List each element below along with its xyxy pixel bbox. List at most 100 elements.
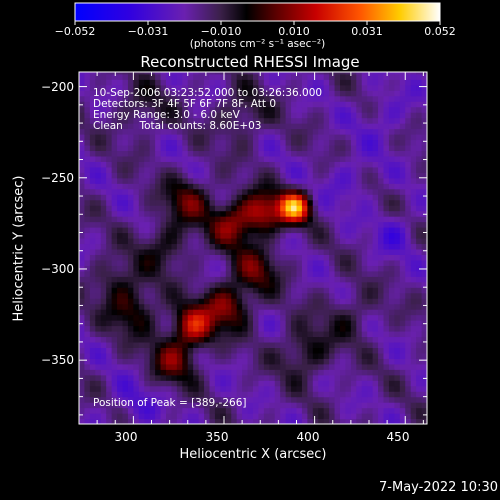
heatmap-cell: [388, 314, 395, 321]
heatmap-cell: [274, 123, 281, 130]
heatmap-cell: [214, 237, 221, 245]
heatmap-cell: [421, 407, 427, 414]
heatmap-cell: [372, 177, 379, 184]
heatmap-cell: [291, 303, 298, 310]
heatmap-cell: [318, 79, 325, 86]
heatmap-cell: [127, 155, 134, 162]
heatmap-cell: [144, 194, 151, 201]
heatmap-cell: [263, 243, 270, 250]
heatmap-cell: [204, 210, 211, 217]
heatmap-cell: [79, 112, 86, 119]
heatmap-cell: [329, 352, 336, 359]
heatmap-cell: [122, 287, 129, 294]
x-axis-title: Heliocentric X (arcsec): [179, 447, 327, 462]
heatmap-cell: [236, 385, 243, 392]
heatmap-cell: [242, 183, 249, 190]
heatmap-cell: [84, 172, 91, 179]
heatmap-cell: [356, 95, 363, 102]
heatmap-cell: [117, 341, 124, 348]
heatmap-cell: [89, 402, 96, 409]
heatmap-cell: [204, 320, 211, 327]
heatmap-cell: [84, 72, 91, 75]
heatmap-cell: [285, 123, 292, 130]
heatmap-cell: [198, 144, 205, 152]
heatmap-cell: [416, 155, 423, 162]
heatmap-cell: [89, 79, 96, 86]
heatmap-cell: [394, 172, 401, 179]
heatmap-cell: [242, 188, 249, 195]
heatmap-cell: [258, 298, 265, 305]
heatmap-cell: [394, 183, 401, 190]
heatmap-cell: [209, 407, 216, 414]
heatmap-cell: [340, 303, 347, 310]
heatmap-cell: [399, 112, 406, 119]
heatmap-cell: [421, 314, 427, 321]
heatmap-cell: [356, 287, 363, 294]
heatmap-cell: [89, 134, 96, 141]
heatmap-cell: [171, 287, 178, 294]
heatmap-cell: [356, 270, 363, 277]
heatmap-cell: [312, 287, 319, 294]
heatmap-cell: [220, 106, 227, 113]
heatmap-cell: [204, 79, 211, 86]
heatmap-cell: [388, 352, 395, 359]
heatmap-cell: [394, 259, 401, 266]
heatmap-cell: [231, 281, 238, 288]
heatmap-cell: [95, 205, 102, 212]
heatmap-cell: [356, 166, 363, 173]
heatmap-cell: [399, 265, 406, 272]
heatmap-cell: [421, 216, 427, 223]
heatmap-cell: [193, 166, 200, 173]
heatmap-cell: [236, 232, 243, 239]
heatmap-cell: [84, 330, 91, 338]
heatmap-cell: [301, 73, 308, 80]
heatmap-cell: [285, 418, 292, 424]
heatmap-cell: [263, 232, 270, 239]
heatmap-cell: [410, 139, 417, 146]
heatmap-cell: [106, 72, 113, 75]
heatmap-cell: [149, 248, 156, 255]
heatmap-cell: [269, 90, 276, 97]
heatmap-cell: [269, 210, 276, 217]
heatmap-cell: [193, 117, 200, 124]
heatmap-cell: [334, 90, 341, 97]
heatmap-cell: [394, 194, 401, 201]
heatmap-cell: [280, 380, 287, 387]
heatmap-cell: [182, 166, 189, 173]
heatmap-cell: [166, 172, 173, 179]
heatmap-cell: [242, 150, 249, 157]
heatmap-cell: [416, 216, 423, 223]
heatmap-cell: [127, 134, 134, 141]
heatmap-cell: [253, 281, 260, 288]
heatmap-cell: [361, 336, 368, 343]
heatmap-cell: [242, 385, 249, 392]
heatmap-cell: [296, 309, 303, 316]
heatmap-cell: [171, 150, 178, 157]
heatmap-cell: [263, 385, 270, 392]
heatmap-cell: [117, 134, 124, 141]
heatmap-cell: [111, 358, 118, 365]
heatmap-cell: [220, 325, 227, 332]
heatmap-cell: [160, 396, 167, 403]
heatmap-cell: [144, 221, 151, 228]
heatmap-cell: [416, 402, 423, 409]
heatmap-cell: [410, 330, 417, 338]
heatmap-cell: [394, 391, 401, 398]
heatmap-cell: [372, 243, 379, 250]
heatmap-cell: [144, 90, 151, 97]
heatmap-cell: [242, 172, 249, 179]
heatmap-cell: [307, 418, 314, 424]
heatmap-cell: [340, 380, 347, 387]
heatmap-cell: [307, 216, 314, 223]
heatmap-cell: [220, 363, 227, 370]
heatmap-cell: [378, 79, 385, 86]
heatmap-cell: [144, 139, 151, 146]
heatmap-cell: [378, 134, 385, 141]
heatmap-cell: [301, 72, 308, 75]
heatmap-cell: [296, 237, 303, 245]
heatmap-cell: [350, 418, 357, 424]
heatmap-cell: [122, 407, 129, 414]
heatmap-cell: [149, 117, 156, 124]
heatmap-cell: [160, 123, 167, 130]
heatmap-cell: [307, 314, 314, 321]
